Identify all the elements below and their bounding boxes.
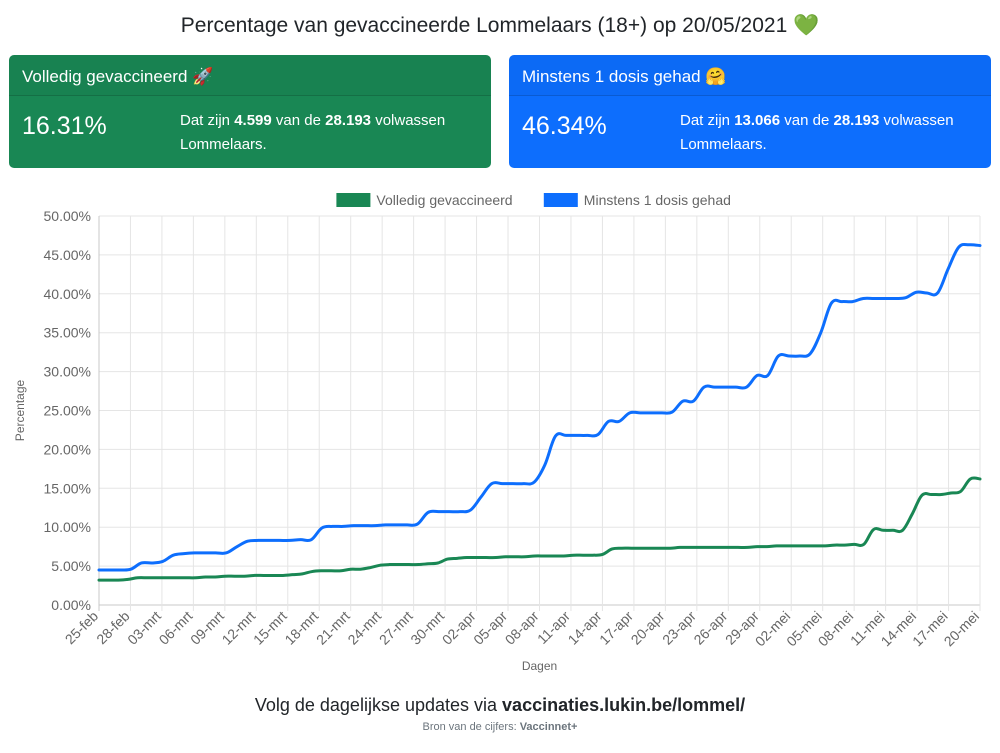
x-tick-label: 12-mrt (219, 608, 259, 648)
series-line-fully-vaccinated (97, 476, 982, 582)
x-tick-label: 09-mrt (187, 608, 227, 648)
x-tick-label: 20-mei (941, 608, 983, 650)
one-dose-description: Dat zijn 13.066 van de 28.193 volwassen … (680, 109, 980, 157)
card-body-one-dose: 46.34% Dat zijn 13.066 van de 28.193 vol… (509, 96, 991, 168)
x-tick-label: 14-apr (565, 608, 605, 648)
y-tick-label: 45.00% (44, 247, 91, 263)
x-tick-label: 18-mrt (281, 608, 321, 648)
y-tick-label: 5.00% (51, 558, 91, 574)
legend-swatch-fully-vaccinated (336, 193, 371, 207)
y-tick-label: 30.00% (44, 364, 91, 380)
fully-vaccinated-percentage: 16.31% (22, 112, 107, 140)
page-title: Percentage van gevaccineerde Lommelaars … (180, 14, 820, 37)
legend-label-one-dose: Minstens 1 dosis gehad (584, 192, 731, 208)
one-dose-count: 13.066 (734, 112, 781, 129)
x-tick-label: 24-mrt (344, 608, 384, 648)
x-tick-label: 08-apr (502, 608, 542, 648)
legend-swatch-one-dose (543, 193, 578, 207)
y-axis-title: Percentage (13, 379, 27, 441)
desc-mid: van de (275, 112, 321, 129)
y-tick-label: 40.00% (44, 286, 91, 302)
source-prefix: Bron van de cijfers: (422, 721, 517, 733)
x-tick-label: 26-apr (690, 608, 730, 648)
x-tick-label: 03-mrt (124, 608, 164, 648)
x-tick-label: 11-apr (534, 608, 573, 647)
y-tick-label: 50.00% (44, 208, 91, 224)
footer-prefix: Volg de dagelijkse updates via (254, 695, 498, 715)
one-dose-percentage: 46.34% (522, 112, 607, 140)
y-tick-label: 20.00% (44, 441, 91, 457)
card-header-fully-vaccinated: Volledig gevaccineerd 🚀 (9, 55, 491, 96)
adult-total: 28.193 (325, 112, 372, 129)
x-tick-label: 20-apr (628, 608, 668, 648)
adult-total: 28.193 (833, 112, 880, 129)
fully-vaccinated-count: 4.599 (234, 112, 272, 129)
card-fully-vaccinated: Volledig gevaccineerd 🚀 16.31% Dat zijn … (9, 55, 491, 168)
series-line-one-dose (97, 242, 982, 572)
desc-mid: van de (784, 112, 830, 129)
desc-suffix: volwassen Lommelaars. (680, 112, 954, 153)
y-tick-label: 15.00% (44, 480, 91, 496)
x-tick-label: 15-mrt (250, 608, 290, 648)
y-tick-label: 25.00% (44, 403, 91, 419)
y-tick-label: 35.00% (44, 325, 91, 341)
updates-link[interactable]: vaccinaties.lukin.be/lommel/ (502, 695, 746, 715)
x-tick-label: 17-apr (596, 608, 636, 648)
x-axis-title: Dagen (522, 659, 557, 673)
card-header-one-dose: Minstens 1 dosis gehad 🤗 (509, 55, 991, 96)
x-tick-label: 25-feb (62, 608, 102, 648)
source-name: Vaccinnet+ (519, 721, 578, 733)
x-tick-label: 02-apr (439, 608, 479, 648)
footer-source: Bron van de cijfers: Vaccinnet+ (0, 720, 1000, 734)
y-tick-label: 0.00% (51, 597, 91, 613)
desc-suffix: volwassen Lommelaars. (180, 112, 446, 153)
y-tick-label: 10.00% (44, 519, 91, 535)
x-tick-label: 05-apr (470, 608, 510, 648)
x-tick-label: 28-feb (93, 608, 133, 648)
x-tick-label: 06-mrt (156, 608, 196, 648)
card-one-dose: Minstens 1 dosis gehad 🤗 46.34% Dat zijn… (509, 55, 991, 168)
vaccination-line-chart: 0.00% 5.00% 10.00% 15.00% 20.00% 25.00% 30.00%… (13, 192, 983, 673)
legend-label-fully-vaccinated: Volledig gevaccineerd (376, 192, 512, 208)
card-body-fully-vaccinated: 16.31% Dat zijn 4.599 van de 28.193 volw… (9, 96, 491, 168)
desc-prefix: Dat zijn (680, 112, 731, 129)
fully-vaccinated-description: Dat zijn 4.599 van de 28.193 volwassen L… (180, 109, 480, 157)
x-tick-label: 23-apr (659, 608, 699, 648)
x-tick-label: 27-mrt (376, 608, 416, 648)
x-tick-label: 08-mei (815, 608, 857, 650)
desc-prefix: Dat zijn (180, 112, 231, 129)
x-tick-label: 30-mrt (407, 608, 447, 648)
footer-updates: Volg de dagelijkse updates via vaccinati… (0, 693, 1000, 717)
x-tick-label: 21-mrt (313, 608, 353, 648)
